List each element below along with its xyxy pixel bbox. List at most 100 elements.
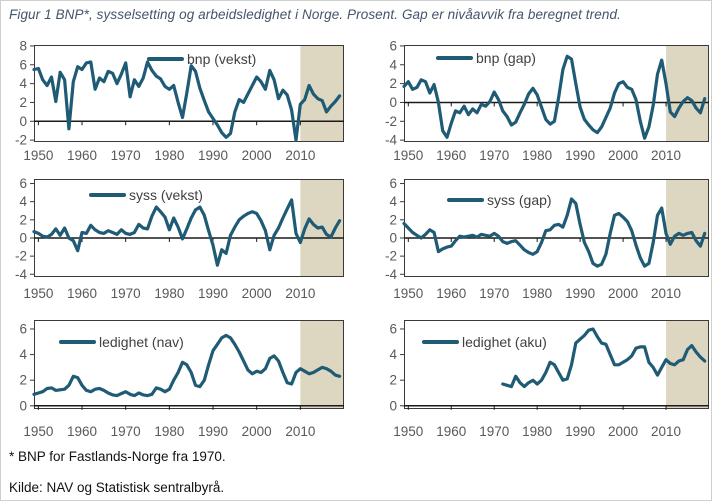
y-tick-label: 0 [19, 230, 27, 245]
y-tick-label: 6 [19, 176, 27, 191]
chart-ledighet-aku: 6 4 2 0 1950 1960 1970 1980 1990 2000 2010 ledighet… [389, 320, 709, 439]
y-tick-label: -2 [15, 133, 27, 148]
x-tick-label: 2000 [242, 424, 272, 439]
x-tick-label: 2010 [285, 424, 315, 439]
y-tick-label: 2 [389, 373, 397, 388]
x-tick-label: 1980 [522, 424, 552, 439]
x-tick-label: 1950 [393, 286, 423, 301]
chart-syss-gap: 6 4 2 0 -2 -4 1950 1960 1970 1980 1990 2000 2010 syss… [385, 176, 709, 301]
legend-label: bnp (gap) [476, 50, 536, 66]
legend-label: ledighet (aku) [462, 334, 547, 350]
x-tick-label: 1960 [67, 424, 97, 439]
y-tick-label: -4 [15, 267, 27, 282]
y-tick-label: 8 [19, 38, 27, 53]
x-tick-label: 1950 [23, 148, 53, 163]
x-tick-label: 1970 [111, 424, 141, 439]
x-tick-label: 1970 [479, 286, 509, 301]
x-tick-label: 2000 [242, 148, 272, 163]
projection-shade [300, 320, 344, 409]
x-tick-label: 1950 [393, 424, 423, 439]
x-tick-label: 1960 [67, 286, 97, 301]
x-tick-label: 2000 [608, 424, 638, 439]
plot-border [404, 320, 709, 409]
y-tick-label: 2 [19, 212, 27, 227]
y-tick-label: 6 [389, 321, 397, 336]
x-tick-label: 1980 [154, 286, 184, 301]
x-tick-label: 2010 [285, 148, 315, 163]
x-tick-label: 2010 [651, 148, 681, 163]
y-tick-label: 6 [19, 321, 27, 336]
x-tick-label: 1960 [436, 424, 466, 439]
x-tick-label: 1990 [565, 148, 595, 163]
series-line [402, 54, 707, 140]
y-tick-label: 6 [389, 38, 397, 53]
y-tick-label: 4 [19, 76, 27, 91]
x-tick-label: 1970 [111, 148, 141, 163]
y-tick-label: 0 [19, 114, 27, 129]
projection-shade [666, 45, 709, 142]
y-tick-label: 6 [389, 176, 397, 191]
x-tick-label: 1990 [198, 424, 228, 439]
y-tick-label: 2 [19, 373, 27, 388]
series-line [402, 197, 707, 268]
x-tick-label: 1980 [154, 148, 184, 163]
x-tick-label: 2000 [608, 286, 638, 301]
chart-ledighet-nav: 6 4 2 0 1950 1960 1970 1980 1990 2000 2010 ledighet… [19, 320, 344, 439]
x-tick-label: 2010 [651, 286, 681, 301]
y-tick-label: -2 [385, 114, 397, 129]
legend-label: syss (gap) [487, 192, 552, 208]
series-line [501, 327, 707, 389]
footnote-source: Kilde: NAV og Statistisk sentralbyrå. [9, 480, 225, 495]
x-tick-label: 1980 [154, 424, 184, 439]
x-tick-label: 1960 [67, 148, 97, 163]
footnote-bnp-note: * BNP for Fastlands-Norge fra 1970. [9, 449, 226, 464]
y-tick-label: 0 [19, 398, 27, 413]
y-tick-label: 6 [19, 57, 27, 72]
plot-border [34, 320, 344, 409]
x-tick-label: 2010 [651, 424, 681, 439]
y-tick-label: 2 [19, 95, 27, 110]
x-tick-label: 1990 [565, 424, 595, 439]
x-tick-label: 2000 [608, 148, 638, 163]
plot-border [34, 179, 344, 277]
y-tick-label: 2 [389, 76, 397, 91]
x-tick-label: 1950 [393, 148, 423, 163]
y-tick-label: 0 [389, 398, 397, 413]
x-tick-label: 1960 [436, 286, 466, 301]
x-tick-label: 1990 [198, 286, 228, 301]
y-tick-label: -4 [385, 267, 397, 282]
chart-syss-vekst: 6 4 2 0 -2 -4 1950 1960 1970 1980 1990 2000 2010 syss… [15, 176, 344, 301]
plot-border [404, 45, 709, 142]
y-tick-label: 4 [389, 57, 397, 72]
x-tick-label: 1990 [198, 148, 228, 163]
x-tick-label: 1980 [522, 286, 552, 301]
x-tick-label: 1960 [436, 148, 466, 163]
x-tick-label: 1970 [479, 148, 509, 163]
y-tick-label: 4 [19, 194, 27, 209]
legend-label: bnp (vekst) [187, 51, 256, 67]
y-tick-label: 4 [389, 347, 397, 362]
y-tick-label: 4 [389, 194, 397, 209]
y-tick-label: 0 [389, 230, 397, 245]
y-tick-label: -4 [385, 133, 397, 148]
x-tick-label: 2000 [242, 286, 272, 301]
x-tick-label: 1950 [23, 424, 53, 439]
y-tick-label: -2 [385, 249, 397, 264]
projection-shade [666, 179, 709, 277]
series-line [32, 333, 342, 398]
x-tick-label: 1950 [23, 286, 53, 301]
figure-title: Figur 1 BNP*, sysselsetting og arbeidsle… [9, 7, 621, 22]
x-tick-label: 1990 [565, 286, 595, 301]
plot-border [404, 179, 709, 277]
x-tick-label: 1980 [522, 148, 552, 163]
legend-label: ledighet (nav) [99, 334, 184, 350]
y-tick-label: 2 [389, 212, 397, 227]
x-tick-label: 1970 [479, 424, 509, 439]
x-tick-label: 2010 [285, 286, 315, 301]
series-line [32, 60, 342, 142]
plot-border [34, 45, 344, 142]
y-tick-label: -2 [15, 249, 27, 264]
